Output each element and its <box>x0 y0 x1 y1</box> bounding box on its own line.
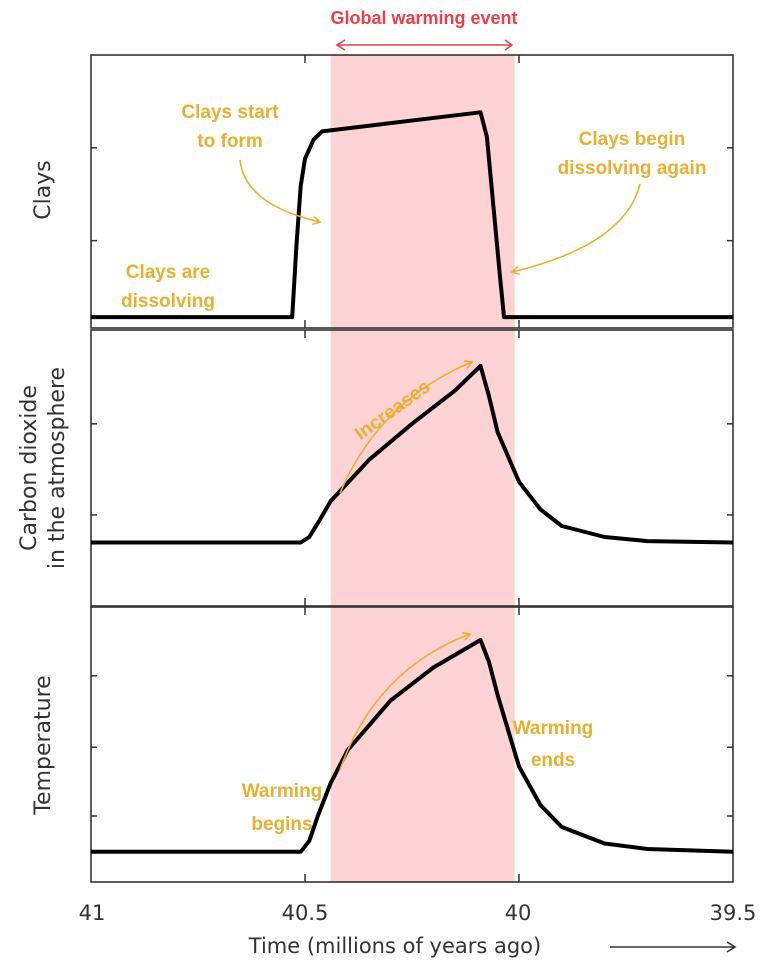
ylabel-temperature: Temperature <box>31 675 56 815</box>
annotation-clays-dissolving-line1: Clays are <box>126 262 211 283</box>
panel-frame <box>90 606 734 883</box>
highlight-arrow-left-head <box>335 39 346 51</box>
annotation-arrow-clays-dissolve-again <box>510 183 641 276</box>
ylabel-co2-line1: Carbon dioxide <box>17 385 42 551</box>
annotation-clays-start-line1: Clays start <box>181 102 279 123</box>
annotation-warming-begins-line2: begins <box>251 814 312 835</box>
x-tick-label: 40.5 <box>282 901 329 925</box>
panel-frame <box>90 54 734 329</box>
annotation-warming-begins-line1: Warming <box>242 781 323 802</box>
annotation-clays-dissolving-line2: dissolving <box>121 291 215 312</box>
series-line-1 <box>91 363 734 545</box>
series-line-0 <box>91 110 733 320</box>
ylabel-clays: Clays <box>31 160 56 219</box>
annotation-clays-start-line2: to form <box>197 131 262 152</box>
x-tick-label: 39.5 <box>710 901 757 925</box>
annotation-arrow-clays-start <box>239 159 322 226</box>
ylabel-co2-line2: in the atmosphere <box>45 367 70 569</box>
annotation-arrow-increases <box>339 360 474 494</box>
annotation-clays-dissolve-again-line2: dissolving again <box>558 158 707 179</box>
x-tick-label: 40 <box>505 901 532 925</box>
series-line-2 <box>91 638 734 854</box>
annotation-arrow-warming <box>339 631 472 771</box>
panel-frame <box>90 329 734 607</box>
annotation-warming-ends-line2: ends <box>531 750 575 771</box>
highlight-title: Global warming event <box>330 8 517 28</box>
x-axis-label: Time (millions of years ago) <box>248 934 541 958</box>
annotation-clays-dissolve-again-line1: Clays begin <box>579 129 686 150</box>
x-tick-label: 41 <box>79 901 106 925</box>
annotation-warming-ends-line1: Warming <box>513 718 594 739</box>
